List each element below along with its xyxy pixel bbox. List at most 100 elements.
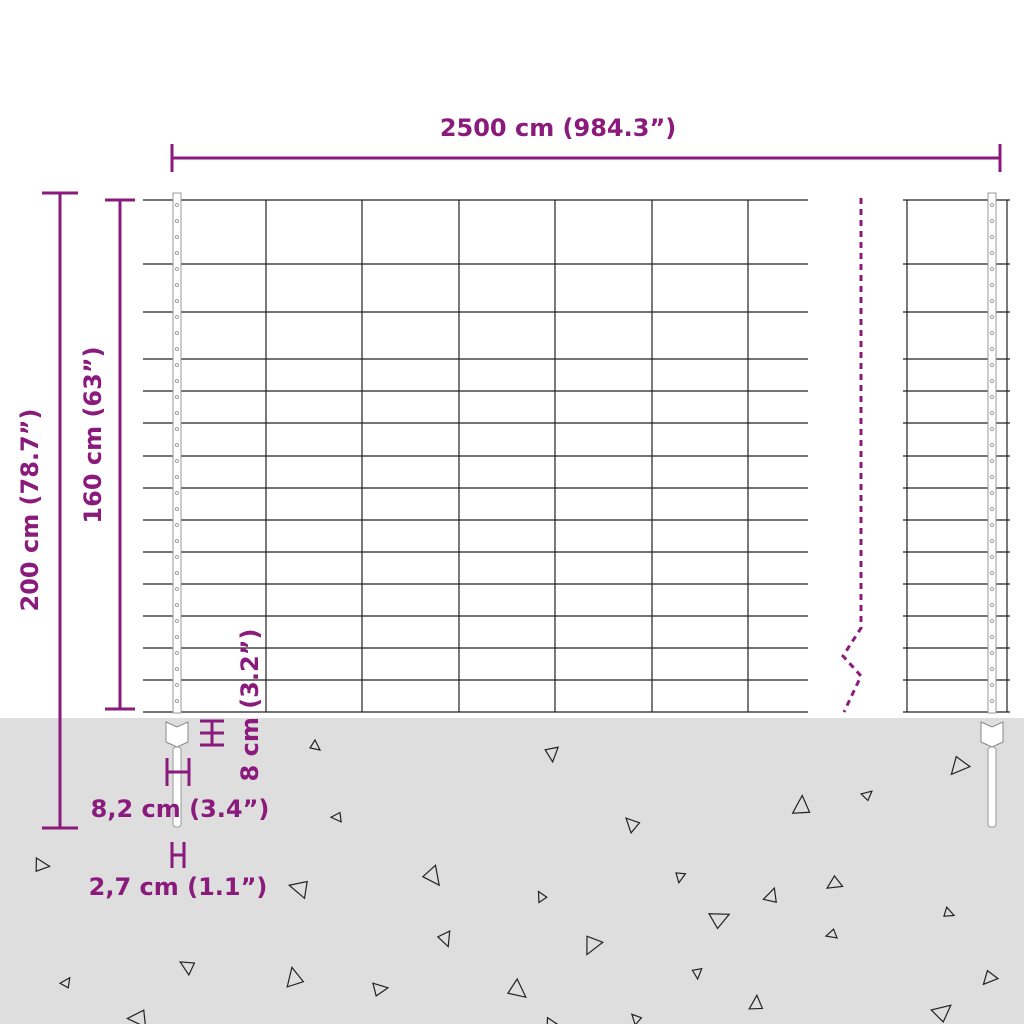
- post-hole: [175, 475, 179, 479]
- break-line: [841, 198, 863, 713]
- post-hole: [990, 619, 994, 623]
- post-hole: [175, 235, 179, 239]
- post-hole: [990, 667, 994, 671]
- post-hole: [175, 699, 179, 703]
- ground-mark: [436, 930, 451, 948]
- post-hole: [175, 459, 179, 463]
- post-hole: [990, 491, 994, 495]
- ground-mark: [286, 965, 305, 988]
- post-hole: [175, 443, 179, 447]
- post-hole: [175, 539, 179, 543]
- post-spike: [172, 746, 182, 828]
- post-hole: [990, 587, 994, 591]
- ground-mark: [329, 811, 342, 823]
- post-hole: [990, 539, 994, 543]
- post-hole: [175, 523, 179, 527]
- post-anchor-plate: [980, 721, 1004, 748]
- ground-mark: [859, 790, 873, 802]
- post-hole: [990, 427, 994, 431]
- ground-mark: [748, 993, 764, 1010]
- post-hole: [175, 555, 179, 559]
- post-hole: [175, 347, 179, 351]
- post-hole: [175, 331, 179, 335]
- ground-mark: [943, 905, 956, 917]
- ground-mark: [287, 880, 308, 900]
- post-spike: [987, 746, 997, 828]
- ground-mark: [586, 935, 605, 956]
- post-hole: [990, 203, 994, 207]
- post-hole: [175, 507, 179, 511]
- post-hole: [175, 395, 179, 399]
- post-hole: [990, 523, 994, 527]
- post-hole: [175, 683, 179, 687]
- width-dimension-line: [170, 144, 1002, 172]
- ground-mark: [179, 961, 196, 977]
- post-hole: [175, 219, 179, 223]
- post-hole: [175, 267, 179, 271]
- post-hole: [175, 427, 179, 431]
- post-width-dimension-line: [170, 842, 186, 868]
- post-hole: [175, 299, 179, 303]
- ground-mark: [537, 890, 548, 904]
- spike-dimension-line: [165, 758, 191, 786]
- post-hole: [175, 203, 179, 207]
- ground-mark: [372, 982, 390, 997]
- post-hole: [990, 443, 994, 447]
- post-hole: [990, 267, 994, 271]
- ground-mark: [58, 976, 71, 989]
- post-anchor-plate: [165, 721, 189, 748]
- post-hole: [990, 683, 994, 687]
- ground-gap-dimension-line: [200, 719, 224, 747]
- post-hole: [990, 283, 994, 287]
- post-hole: [175, 619, 179, 623]
- ground-mark: [630, 1013, 643, 1024]
- post-hole: [990, 603, 994, 607]
- ground-mark: [35, 856, 51, 873]
- post-hole: [175, 363, 179, 367]
- post-hole: [175, 283, 179, 287]
- post-hole: [990, 235, 994, 239]
- post-hole: [175, 635, 179, 639]
- post-hole: [990, 363, 994, 367]
- post-hole: [990, 555, 994, 559]
- ground-mark: [691, 967, 703, 981]
- post-hole: [175, 587, 179, 591]
- fence-mesh: [143, 199, 1010, 713]
- fence-post: [172, 192, 182, 714]
- ground-mark: [707, 913, 731, 930]
- ground-mark: [546, 1016, 559, 1024]
- ground-mark: [421, 864, 440, 887]
- ground-mark: [309, 738, 322, 751]
- post-hole: [990, 379, 994, 383]
- post-hole: [990, 635, 994, 639]
- ground-gap-label: 8 cm (3.2”): [236, 629, 264, 782]
- post-hole: [990, 251, 994, 255]
- ground: [0, 718, 1024, 1024]
- ground-mark: [625, 817, 641, 835]
- ground-mark: [930, 1004, 952, 1024]
- post-hole: [990, 315, 994, 319]
- ground-mark: [950, 755, 972, 776]
- post-hole: [175, 315, 179, 319]
- post-hole: [175, 411, 179, 415]
- spike-label: 8,2 cm (3.4”): [91, 795, 270, 823]
- ground-mark: [126, 1009, 147, 1024]
- post-hole: [990, 699, 994, 703]
- total-height-dimension-line: [42, 191, 78, 830]
- ground-mark: [506, 977, 527, 999]
- post-hole: [175, 379, 179, 383]
- post-hole: [990, 571, 994, 575]
- post-hole: [175, 651, 179, 655]
- ground-mark: [982, 969, 1000, 986]
- post-hole: [990, 331, 994, 335]
- post-hole: [990, 299, 994, 303]
- post-hole: [990, 507, 994, 511]
- ground-mark: [824, 928, 839, 939]
- post-hole: [175, 603, 179, 607]
- post-hole: [990, 459, 994, 463]
- ground-mark: [762, 886, 777, 904]
- post-hole: [175, 491, 179, 495]
- fence-height-label: 160 cm (63”): [79, 346, 107, 523]
